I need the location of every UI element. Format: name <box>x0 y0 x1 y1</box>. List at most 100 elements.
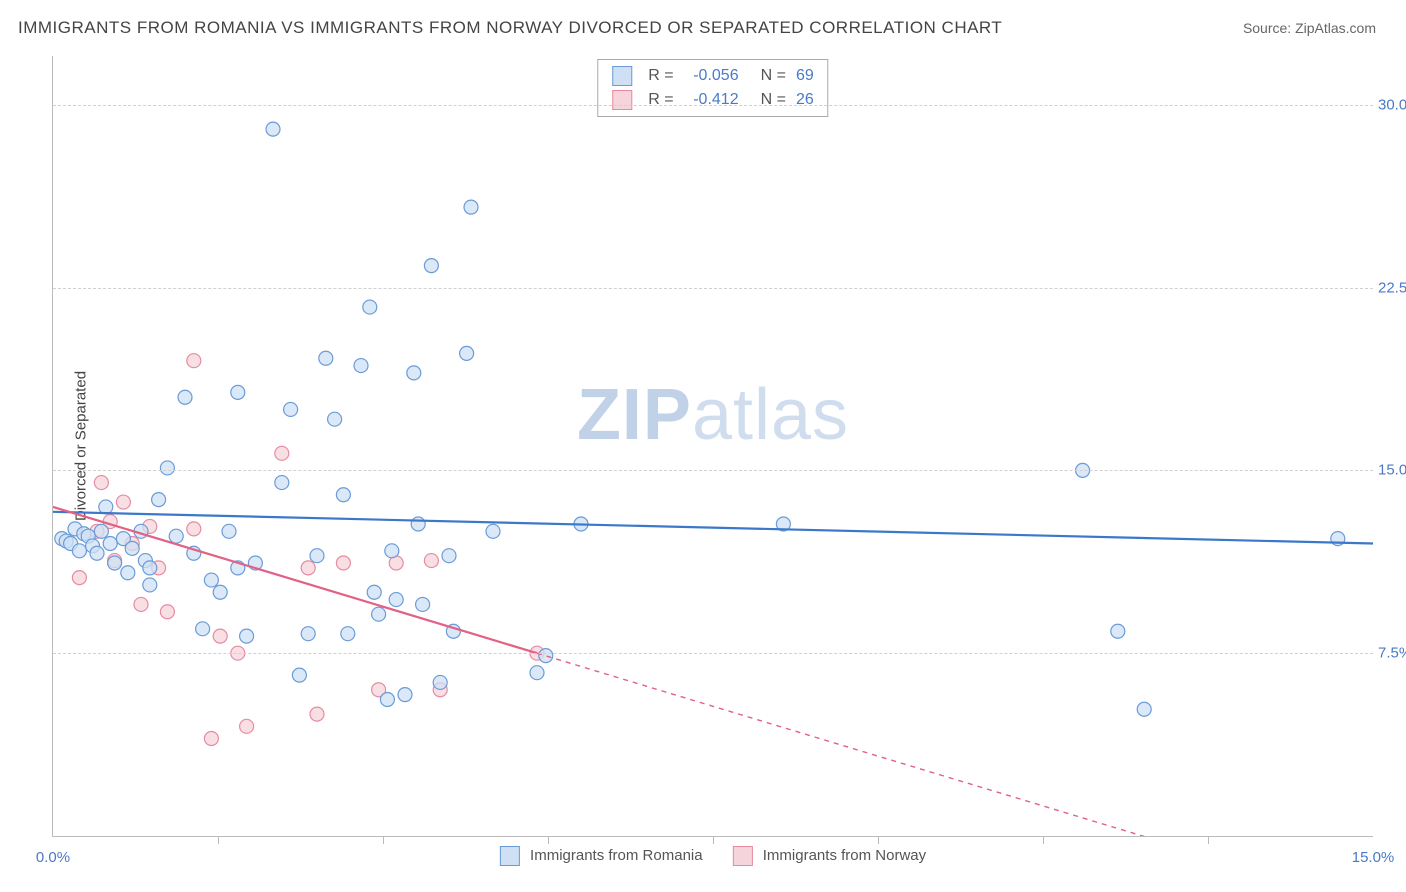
data-point <box>411 517 425 531</box>
data-point <box>398 688 412 702</box>
trend-line-extrapolated <box>537 653 1223 836</box>
gridline <box>53 288 1373 289</box>
y-tick-label: 30.0% <box>1378 96 1406 113</box>
data-point <box>103 515 117 529</box>
data-point <box>424 259 438 273</box>
x-tick <box>548 836 549 844</box>
y-tick-label: 15.0% <box>1378 462 1406 479</box>
trend-line <box>53 512 1373 544</box>
plot-area: ZIPatlas R = -0.056 N = 69 R = -0.412 N … <box>52 56 1373 837</box>
data-point <box>433 683 447 697</box>
data-point <box>77 527 91 541</box>
data-point <box>108 556 122 570</box>
data-point <box>94 524 108 538</box>
watermark: ZIPatlas <box>577 374 849 456</box>
n-value-norway: 26 <box>796 91 814 109</box>
legend-label-romania: Immigrants from Romania <box>530 847 703 864</box>
r-value-norway: -0.412 <box>684 91 739 109</box>
data-point <box>301 627 315 641</box>
data-point <box>539 649 553 663</box>
data-point <box>310 549 324 563</box>
data-point <box>178 390 192 404</box>
data-point <box>138 554 152 568</box>
n-label: N = <box>761 67 786 85</box>
correlation-legend: R = -0.056 N = 69 R = -0.412 N = 26 <box>597 59 828 117</box>
data-point <box>328 412 342 426</box>
chart-svg <box>53 56 1373 836</box>
data-point <box>125 541 139 555</box>
data-point <box>116 495 130 509</box>
trend-line <box>53 507 537 653</box>
data-point <box>389 593 403 607</box>
data-point <box>143 578 157 592</box>
data-point <box>160 605 174 619</box>
data-point <box>213 585 227 599</box>
chart-title: IMMIGRANTS FROM ROMANIA VS IMMIGRANTS FR… <box>18 18 1002 38</box>
x-tick <box>878 836 879 844</box>
data-point <box>103 537 117 551</box>
data-point <box>160 461 174 475</box>
x-tick-label: 0.0% <box>36 849 70 866</box>
legend-item-romania: Immigrants from Romania <box>500 846 703 866</box>
legend-item-norway: Immigrants from Norway <box>733 846 927 866</box>
gridline <box>53 653 1373 654</box>
data-point <box>152 493 166 507</box>
data-point <box>86 539 100 553</box>
swatch-romania-icon <box>500 846 520 866</box>
data-point <box>204 732 218 746</box>
data-point <box>336 556 350 570</box>
data-point <box>169 529 183 543</box>
x-axis-legend: Immigrants from Romania Immigrants from … <box>500 846 926 866</box>
data-point <box>204 573 218 587</box>
data-point <box>530 666 544 680</box>
data-point <box>310 707 324 721</box>
data-point <box>416 597 430 611</box>
data-point <box>292 668 306 682</box>
gridline <box>53 470 1373 471</box>
data-point <box>354 359 368 373</box>
y-tick-label: 7.5% <box>1378 645 1406 662</box>
data-point <box>68 522 82 536</box>
x-tick <box>1208 836 1209 844</box>
data-point <box>248 556 262 570</box>
data-point <box>407 366 421 380</box>
data-point <box>442 549 456 563</box>
source-label: Source: <box>1243 20 1291 36</box>
data-point <box>143 561 157 575</box>
data-point <box>64 537 78 551</box>
data-point <box>240 629 254 643</box>
swatch-norway <box>612 90 632 110</box>
data-point <box>574 517 588 531</box>
data-point <box>90 546 104 560</box>
data-point <box>275 476 289 490</box>
swatch-norway-icon <box>733 846 753 866</box>
data-point <box>240 719 254 733</box>
data-point <box>121 566 135 580</box>
data-point <box>1331 532 1345 546</box>
data-point <box>90 524 104 538</box>
data-point <box>231 561 245 575</box>
data-point <box>72 571 86 585</box>
r-label: R = <box>648 67 673 85</box>
data-point <box>143 519 157 533</box>
data-point <box>55 532 69 546</box>
legend-label-norway: Immigrants from Norway <box>763 847 926 864</box>
data-point <box>275 446 289 460</box>
data-point <box>231 385 245 399</box>
data-point <box>319 351 333 365</box>
source-link[interactable]: ZipAtlas.com <box>1295 20 1376 36</box>
data-point <box>187 522 201 536</box>
data-point <box>187 354 201 368</box>
data-point <box>108 554 122 568</box>
n-label: N = <box>761 91 786 109</box>
data-point <box>385 544 399 558</box>
data-point <box>1137 702 1151 716</box>
data-point <box>213 629 227 643</box>
source-attribution: Source: ZipAtlas.com <box>1243 20 1376 36</box>
data-point <box>372 683 386 697</box>
data-point <box>134 597 148 611</box>
x-tick <box>218 836 219 844</box>
data-point <box>363 300 377 314</box>
data-point <box>301 561 315 575</box>
data-point <box>460 346 474 360</box>
